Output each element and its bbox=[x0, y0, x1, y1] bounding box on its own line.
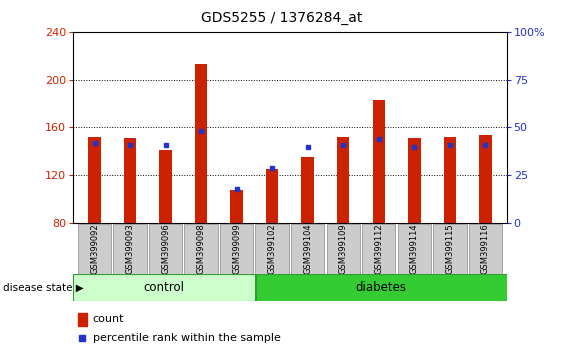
Bar bbox=[124, 138, 136, 223]
Text: GSM399092: GSM399092 bbox=[90, 223, 99, 274]
Text: GSM399102: GSM399102 bbox=[267, 223, 276, 274]
Text: GSM399104: GSM399104 bbox=[303, 223, 312, 274]
Text: GSM399112: GSM399112 bbox=[374, 223, 383, 274]
FancyBboxPatch shape bbox=[433, 223, 467, 274]
Bar bbox=[266, 169, 278, 223]
Text: disease state ▶: disease state ▶ bbox=[3, 282, 83, 293]
Text: control: control bbox=[144, 281, 185, 294]
FancyBboxPatch shape bbox=[291, 223, 324, 274]
Text: GSM399116: GSM399116 bbox=[481, 223, 490, 274]
FancyBboxPatch shape bbox=[78, 223, 111, 274]
Bar bbox=[159, 150, 172, 223]
FancyBboxPatch shape bbox=[185, 223, 218, 274]
Bar bbox=[373, 100, 385, 223]
Text: count: count bbox=[93, 314, 124, 324]
Text: percentile rank within the sample: percentile rank within the sample bbox=[93, 333, 280, 343]
Bar bbox=[302, 157, 314, 223]
Text: GDS5255 / 1376284_at: GDS5255 / 1376284_at bbox=[201, 11, 362, 25]
Text: GSM399096: GSM399096 bbox=[161, 223, 170, 274]
Text: GSM399115: GSM399115 bbox=[445, 223, 454, 274]
Bar bbox=[78, 313, 87, 326]
FancyBboxPatch shape bbox=[468, 223, 502, 274]
Text: GSM399109: GSM399109 bbox=[339, 223, 348, 274]
FancyBboxPatch shape bbox=[220, 223, 253, 274]
Bar bbox=[408, 138, 421, 223]
FancyBboxPatch shape bbox=[256, 223, 289, 274]
Bar bbox=[195, 64, 207, 223]
FancyBboxPatch shape bbox=[362, 223, 395, 274]
Text: diabetes: diabetes bbox=[356, 281, 406, 294]
Bar bbox=[88, 137, 101, 223]
FancyBboxPatch shape bbox=[397, 223, 431, 274]
FancyBboxPatch shape bbox=[256, 274, 507, 301]
Bar bbox=[444, 137, 456, 223]
Text: GSM399114: GSM399114 bbox=[410, 223, 419, 274]
Text: GSM399099: GSM399099 bbox=[232, 223, 241, 274]
Text: GSM399098: GSM399098 bbox=[196, 223, 205, 274]
Bar bbox=[337, 137, 350, 223]
Bar bbox=[230, 190, 243, 223]
Bar bbox=[479, 135, 491, 223]
FancyBboxPatch shape bbox=[327, 223, 360, 274]
FancyBboxPatch shape bbox=[113, 223, 147, 274]
FancyBboxPatch shape bbox=[149, 223, 182, 274]
FancyBboxPatch shape bbox=[73, 274, 256, 301]
Text: GSM399093: GSM399093 bbox=[126, 223, 135, 274]
